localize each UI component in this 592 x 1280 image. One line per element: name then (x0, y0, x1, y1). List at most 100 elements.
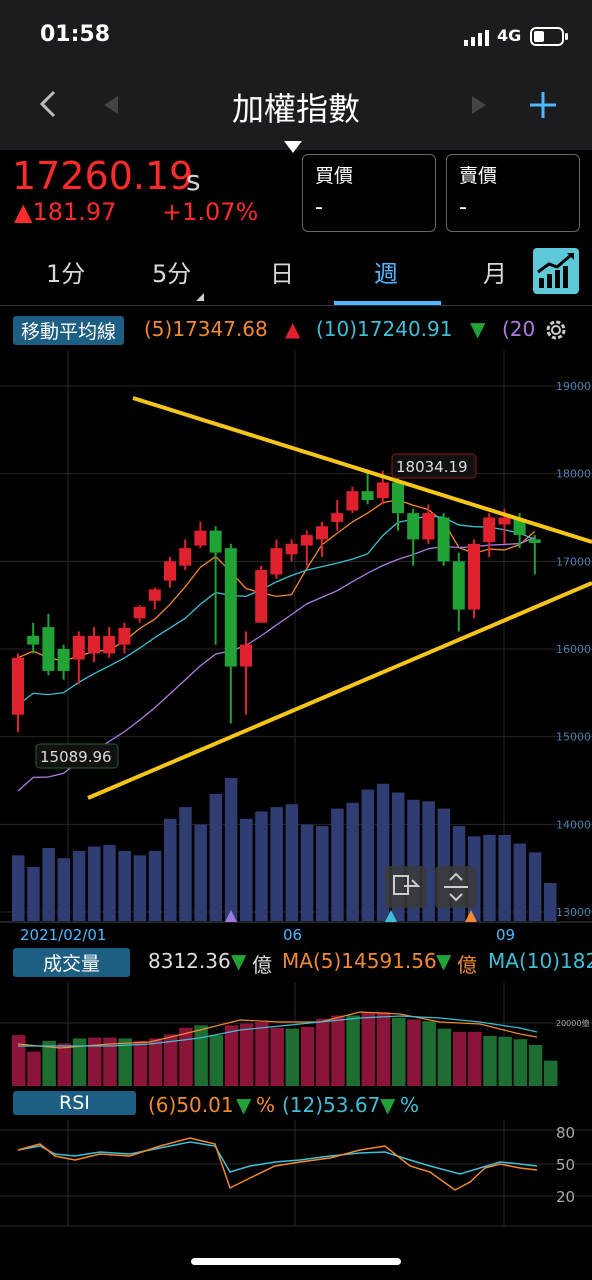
volume-legend-row: 成交量 8312.36 ▼ 億 MA(5)14591.56 ▼ 億 MA(10)… (0, 948, 592, 978)
volume-bar (528, 852, 542, 921)
candle-body (224, 548, 237, 667)
candle-body (437, 517, 450, 562)
home-indicator[interactable] (191, 1258, 401, 1265)
x-axis-labels: 2021/02/01 06 09 (20, 926, 515, 944)
volume-bar (88, 846, 101, 921)
chart-analysis-icon[interactable] (533, 248, 579, 298)
volume-bar (164, 818, 177, 921)
battery-icon (530, 26, 570, 52)
y-tick-label: 13000 (556, 906, 591, 919)
status-time: 01:58 (40, 22, 111, 47)
rsi-tick-50: 50 (556, 1156, 575, 1174)
volume-bar (118, 850, 131, 921)
y-tick-label: 14000 (556, 818, 591, 831)
tab-week[interactable]: 週 (374, 260, 398, 288)
candle-body (148, 589, 161, 601)
volume-subchart-bar (544, 1060, 558, 1086)
volume-bar (12, 855, 25, 921)
tab-week-underline (334, 301, 441, 305)
volume-subchart-bar (376, 1012, 391, 1086)
ma5-value: (5)17347.68 (144, 317, 268, 341)
volume-subchart-bar (468, 1031, 482, 1086)
volume-arrow: ▼ (231, 949, 247, 973)
volume-bar (72, 850, 86, 921)
volume-ma-lines (17, 1011, 538, 1049)
volume-bar (194, 824, 207, 921)
y-axis-labels: 19000 18000 17000 16000 15000 14000 13000 (556, 380, 591, 919)
ask-label: 賣價 (459, 165, 498, 187)
bid-label: 買價 (315, 165, 354, 187)
rsi-subchart[interactable]: 80 50 20 (0, 1120, 592, 1230)
nav-bar: 加權指數 (0, 70, 592, 153)
price-change: ▲181.97 (14, 198, 117, 226)
chart-area[interactable]: 19000 18000 17000 16000 15000 14000 13000 2021… (0, 350, 592, 1095)
candle-body (483, 517, 496, 543)
next-item-icon[interactable] (472, 96, 488, 118)
tab-5min-dropdown-icon[interactable] (196, 286, 204, 305)
prev-item-icon[interactable] (104, 96, 120, 118)
volume-bar (316, 826, 329, 921)
volume-label[interactable]: 成交量 (13, 948, 131, 977)
volume-bar (224, 777, 238, 921)
dropdown-indicator-icon[interactable] (284, 138, 302, 157)
rsi6-line (17, 1137, 538, 1191)
rsi-grid (0, 1120, 592, 1227)
candle-body (528, 539, 541, 543)
rsi12-unit: % (400, 1093, 420, 1117)
volume-subchart-bar (57, 1043, 72, 1086)
tab-5min[interactable]: 5分 (152, 260, 192, 288)
volume-subchart-bar (361, 1012, 376, 1086)
tab-day[interactable]: 日 (270, 260, 294, 288)
volume-ma5: MA(5)14591.56 (282, 949, 437, 973)
last-price: 17260.19 (12, 154, 194, 198)
ma10-value: (10)17240.91 (316, 317, 453, 341)
tabs-divider (0, 305, 592, 306)
y-tick-label: 17000 (556, 555, 591, 568)
candle-body (376, 482, 389, 499)
rsi-label[interactable]: RSI (13, 1091, 136, 1115)
volume-bar (331, 808, 344, 921)
volume-subchart-bar (118, 1038, 132, 1086)
volume-subchart[interactable]: 20000億 (0, 982, 592, 1088)
candle-body (255, 570, 268, 623)
candle-body (513, 519, 526, 536)
bid-value: - (315, 195, 323, 220)
candle-body (133, 606, 146, 619)
rsi12-arrow: ▼ (380, 1093, 396, 1117)
volume-subchart-bar (316, 1018, 330, 1086)
candle-body (316, 526, 328, 540)
candles (12, 469, 541, 733)
period-tabs: 1分 5分 日 週 月 (0, 244, 592, 306)
volume-subchart-bar (27, 1051, 41, 1086)
candle-body (452, 561, 465, 610)
back-icon[interactable] (38, 88, 58, 128)
quote-panel: 17260.19 s ▲181.97 +1.07% 買價 - 賣價 - (0, 150, 592, 240)
volume-subchart-bar (528, 1045, 543, 1086)
x-tick-label: 09 (496, 926, 515, 944)
x-tick-label: 06 (283, 926, 302, 944)
ma-label[interactable]: 移動平均線 (13, 316, 125, 345)
tab-month[interactable]: 月 (483, 260, 507, 288)
volume-bar (361, 789, 375, 921)
tab-1min[interactable]: 1分 (46, 260, 86, 288)
volume-subchart-bar (483, 1035, 497, 1086)
settings-icon[interactable] (542, 316, 570, 349)
chart-tool-buttons (385, 866, 477, 908)
volume-bar (209, 793, 223, 921)
candle-body (392, 482, 404, 514)
signal-icon (464, 30, 492, 50)
rsi12-value: (12)53.67 (282, 1093, 381, 1117)
high-annotation: 18034.19 (396, 458, 468, 476)
volume-bar (300, 824, 314, 921)
candle-body (57, 649, 70, 671)
add-icon[interactable] (528, 90, 558, 124)
y-tick-label: 19000 (556, 380, 591, 393)
volume-subchart-bar (407, 1019, 421, 1086)
volume-subchart-bar (179, 1027, 193, 1086)
y-tick-label: 16000 (556, 643, 591, 656)
volume-subchart-bar (240, 1023, 254, 1086)
volume-bar (255, 811, 268, 921)
event-marker-blue (385, 910, 397, 922)
ma-legend-row: 移動平均線 (5)17347.68 ▲ (10)17240.91 ▼ (20 (0, 316, 592, 346)
price-suffix: s (186, 164, 201, 197)
